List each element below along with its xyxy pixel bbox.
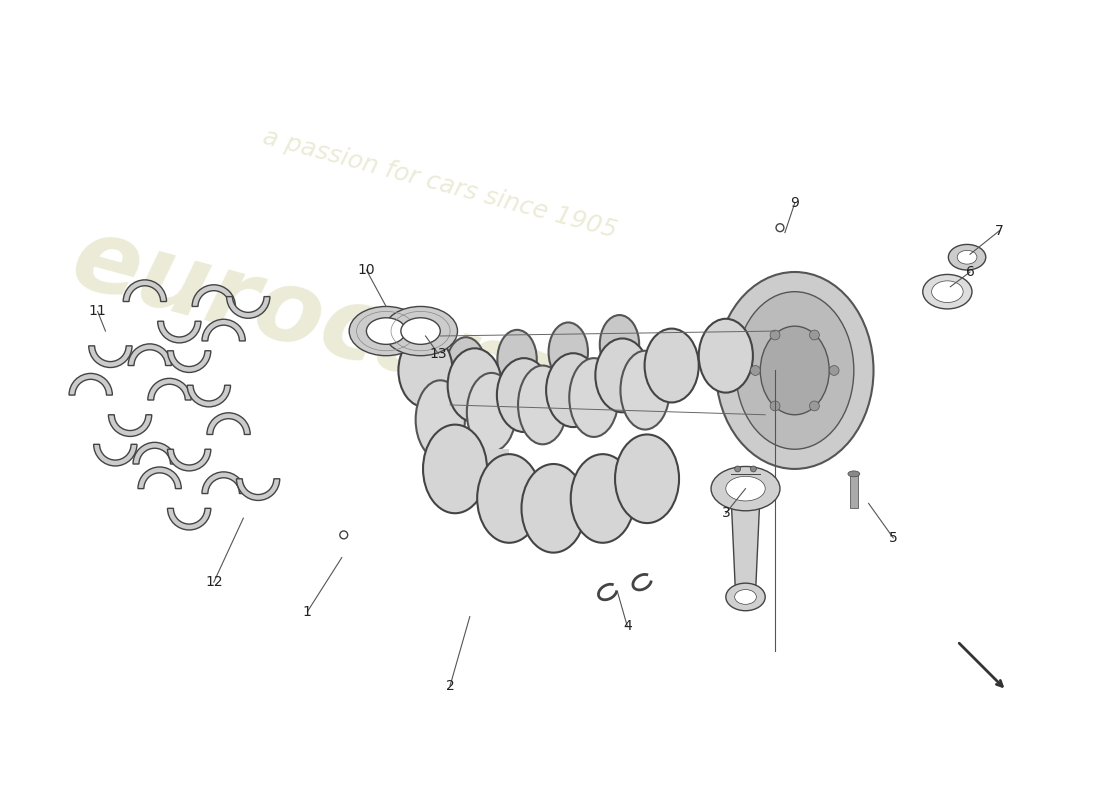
Wedge shape	[157, 322, 201, 343]
Ellipse shape	[923, 274, 972, 309]
Ellipse shape	[595, 338, 649, 412]
Circle shape	[810, 330, 820, 340]
Text: 10: 10	[358, 263, 375, 277]
Text: 3: 3	[722, 506, 730, 520]
Ellipse shape	[957, 250, 977, 264]
Ellipse shape	[416, 380, 465, 459]
Text: 13: 13	[429, 346, 447, 361]
Bar	[509, 478, 553, 518]
Wedge shape	[109, 414, 152, 437]
Wedge shape	[236, 478, 279, 501]
Ellipse shape	[600, 315, 639, 374]
Bar	[603, 478, 647, 518]
Wedge shape	[202, 472, 245, 494]
Ellipse shape	[735, 590, 757, 604]
Polygon shape	[730, 489, 760, 597]
Circle shape	[735, 466, 740, 472]
Wedge shape	[202, 319, 245, 341]
Wedge shape	[167, 508, 211, 530]
Wedge shape	[187, 386, 231, 407]
Ellipse shape	[448, 348, 502, 422]
Wedge shape	[133, 442, 176, 464]
Wedge shape	[167, 350, 211, 373]
Ellipse shape	[349, 306, 424, 356]
Ellipse shape	[948, 245, 986, 270]
Ellipse shape	[698, 318, 752, 393]
Text: 7: 7	[996, 224, 1004, 238]
Wedge shape	[147, 378, 191, 400]
Ellipse shape	[366, 318, 406, 344]
Wedge shape	[227, 297, 270, 318]
Ellipse shape	[615, 434, 679, 523]
Ellipse shape	[760, 326, 829, 414]
Ellipse shape	[736, 292, 854, 450]
Ellipse shape	[549, 322, 588, 382]
Ellipse shape	[424, 425, 487, 514]
Ellipse shape	[932, 281, 964, 302]
Ellipse shape	[384, 306, 458, 356]
Text: 12: 12	[205, 575, 222, 589]
Text: 5: 5	[889, 531, 898, 545]
Text: 11: 11	[89, 304, 107, 318]
Text: eurocars: eurocars	[62, 210, 563, 432]
Circle shape	[770, 330, 780, 340]
Ellipse shape	[497, 330, 537, 389]
Text: 9: 9	[790, 196, 800, 210]
Ellipse shape	[398, 334, 452, 407]
Ellipse shape	[726, 476, 766, 501]
Text: 2: 2	[446, 678, 454, 693]
Ellipse shape	[466, 373, 516, 452]
Ellipse shape	[645, 329, 698, 402]
Ellipse shape	[477, 454, 541, 542]
Ellipse shape	[447, 338, 485, 396]
Wedge shape	[138, 467, 182, 489]
Circle shape	[829, 366, 839, 375]
Wedge shape	[123, 280, 166, 302]
Text: 4: 4	[623, 619, 631, 634]
Bar	[455, 450, 509, 489]
Wedge shape	[128, 344, 172, 366]
Ellipse shape	[711, 466, 780, 510]
Wedge shape	[207, 413, 250, 434]
Circle shape	[810, 401, 820, 411]
Wedge shape	[94, 444, 138, 466]
Text: 6: 6	[966, 265, 975, 279]
Ellipse shape	[848, 471, 860, 477]
Text: a passion for cars since 1905: a passion for cars since 1905	[261, 125, 620, 242]
Wedge shape	[89, 346, 132, 367]
Ellipse shape	[570, 358, 618, 437]
Circle shape	[750, 466, 757, 472]
Ellipse shape	[521, 464, 585, 553]
Ellipse shape	[497, 358, 551, 432]
Wedge shape	[167, 450, 211, 471]
Circle shape	[750, 366, 760, 375]
Ellipse shape	[571, 454, 635, 542]
Wedge shape	[192, 285, 235, 306]
Circle shape	[770, 401, 780, 411]
Ellipse shape	[726, 583, 766, 610]
Bar	[850, 474, 858, 508]
Ellipse shape	[716, 272, 873, 469]
Ellipse shape	[400, 318, 440, 344]
Ellipse shape	[546, 354, 601, 427]
Ellipse shape	[518, 366, 568, 444]
Bar	[553, 489, 603, 528]
Text: 1: 1	[302, 605, 311, 618]
Ellipse shape	[620, 350, 670, 430]
Wedge shape	[69, 374, 112, 395]
